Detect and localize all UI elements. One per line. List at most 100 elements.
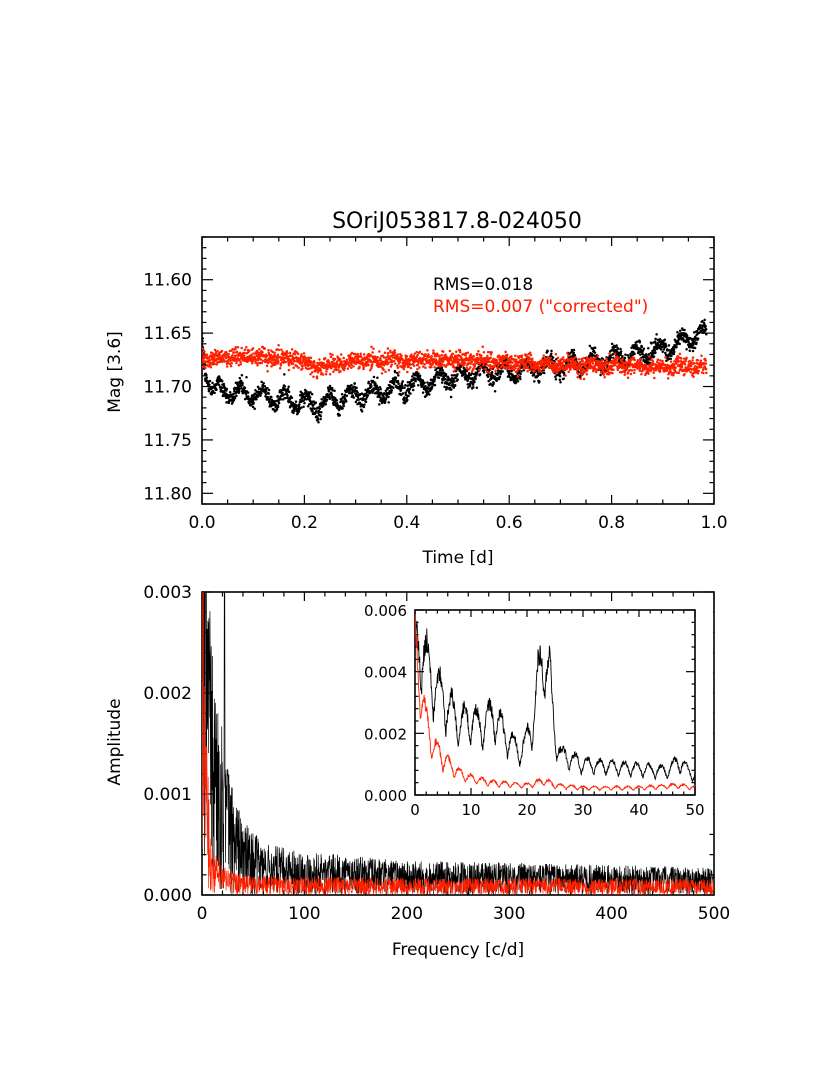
- lightcurve-point-raw: [375, 384, 379, 387]
- lightcurve-point-corrected: [313, 361, 316, 364]
- lightcurve-point-raw: [331, 389, 334, 392]
- lightcurve-point-corrected: [328, 372, 332, 376]
- lightcurve-point-corrected: [245, 346, 248, 349]
- periodogram-xtick-label: 400: [595, 904, 627, 924]
- lightcurve-point-corrected: [621, 357, 624, 361]
- periodogram-xtick-label: 200: [391, 904, 423, 924]
- lightcurve-point-corrected: [231, 347, 234, 351]
- lightcurve-point-corrected: [518, 364, 522, 368]
- lightcurve-point-corrected: [602, 367, 605, 371]
- lightcurve-point-raw: [275, 407, 279, 411]
- inset-ytick-label: 0.002: [364, 725, 407, 743]
- lightcurve-point-corrected: [424, 353, 427, 356]
- lightcurve-point-raw: [683, 328, 686, 332]
- lightcurve-point-raw: [662, 348, 666, 351]
- lightcurve-point-corrected: [209, 366, 213, 369]
- lightcurve-point-corrected: [486, 370, 489, 373]
- lightcurve-point-raw: [333, 389, 336, 393]
- periodogram-xtick-label: 0: [197, 904, 208, 924]
- lightcurve-point-raw: [513, 379, 517, 382]
- lightcurve-point-raw: [251, 399, 255, 402]
- lightcurve-point-corrected: [393, 349, 396, 352]
- lightcurve-point-raw: [270, 398, 274, 402]
- lightcurve-point-raw: [672, 350, 676, 353]
- lightcurve-point-corrected: [616, 368, 620, 372]
- lightcurve-point-corrected: [523, 358, 526, 361]
- lightcurve-point-raw: [267, 392, 270, 395]
- lightcurve-point-raw: [357, 398, 361, 401]
- lightcurve-point-corrected: [448, 349, 452, 353]
- lightcurve-point-corrected: [350, 351, 354, 355]
- lightcurve-point-corrected: [428, 355, 431, 358]
- lightcurve-point-raw: [662, 341, 665, 345]
- lightcurve-point-raw: [262, 382, 265, 385]
- lightcurve-point-corrected: [446, 356, 449, 360]
- lightcurve-point-raw: [683, 334, 687, 338]
- lightcurve-point-raw: [694, 335, 697, 339]
- lightcurve-point-raw: [297, 403, 301, 407]
- lightcurve-point-corrected: [229, 364, 233, 368]
- lightcurve-point-raw: [292, 409, 296, 413]
- lightcurve-point-corrected: [440, 353, 443, 357]
- lightcurve-point-raw: [640, 345, 644, 349]
- lightcurve-point-corrected: [640, 373, 643, 376]
- lightcurve-point-corrected: [579, 377, 582, 380]
- lightcurve-point-corrected: [460, 357, 464, 360]
- lightcurve-point-raw: [392, 380, 396, 384]
- lightcurve-point-raw: [392, 386, 395, 390]
- lightcurve-point-corrected: [273, 351, 276, 355]
- lightcurve-point-raw: [205, 376, 209, 379]
- lightcurve-point-corrected: [656, 358, 660, 361]
- lightcurve-point-corrected: [243, 351, 246, 355]
- lightcurve-point-raw: [644, 353, 648, 356]
- lightcurve-point-raw: [439, 371, 443, 374]
- lightcurve-point-corrected: [418, 350, 422, 354]
- lightcurve-point-corrected: [507, 362, 511, 365]
- lightcurve-point-raw: [331, 387, 334, 390]
- lightcurve-point-raw: [433, 375, 437, 379]
- lightcurve-point-corrected: [434, 358, 438, 361]
- lightcurve-point-corrected: [648, 355, 651, 358]
- lightcurve-point-corrected: [652, 371, 655, 375]
- lightcurve-point-raw: [421, 391, 425, 394]
- lightcurve-point-raw: [356, 391, 359, 394]
- lightcurve-point-corrected: [567, 370, 570, 374]
- lightcurve-point-corrected: [600, 359, 604, 362]
- lightcurve-point-raw: [345, 400, 348, 403]
- lightcurve-point-raw: [316, 418, 320, 421]
- lightcurve-point-raw: [491, 384, 494, 387]
- lightcurve-point-corrected: [503, 365, 507, 369]
- lightcurve-point-corrected: [514, 354, 517, 358]
- lightcurve-point-raw: [295, 404, 298, 408]
- lightcurve-point-raw: [701, 319, 704, 323]
- lightcurve-point-raw: [243, 397, 247, 401]
- lightcurve-point-corrected: [440, 362, 444, 366]
- lightcurve-point-corrected: [669, 360, 673, 363]
- lightcurve-point-corrected: [328, 361, 331, 364]
- lightcurve-point-raw: [599, 373, 602, 377]
- lightcurve-point-raw: [477, 365, 480, 368]
- lightcurve-point-raw: [400, 393, 403, 397]
- lightcurve-point-corrected: [669, 368, 672, 372]
- lightcurve-point-corrected: [515, 369, 519, 373]
- lightcurve-point-corrected: [629, 372, 633, 376]
- lightcurve-point-corrected: [647, 372, 650, 375]
- lightcurve-point-raw: [238, 387, 241, 390]
- lightcurve-point-corrected: [689, 364, 693, 368]
- lightcurve-point-raw: [376, 386, 380, 389]
- lightcurve-point-corrected: [366, 361, 369, 365]
- lightcurve-point-corrected: [236, 359, 239, 362]
- lightcurve-point-raw: [213, 391, 216, 395]
- lightcurve-point-corrected: [239, 360, 242, 364]
- lightcurve-point-raw: [573, 354, 577, 357]
- lightcurve-point-raw: [228, 390, 232, 394]
- lightcurve-point-corrected: [549, 356, 552, 360]
- lightcurve-point-raw: [387, 395, 390, 399]
- lightcurve-point-raw: [330, 392, 333, 396]
- lightcurve-point-corrected: [240, 346, 243, 350]
- lightcurve-point-corrected: [406, 370, 409, 374]
- lightcurve-xtick-label: 0.2: [291, 513, 318, 533]
- lightcurve-xtick-label: 0.0: [188, 513, 215, 533]
- lightcurve-point-corrected: [692, 362, 696, 365]
- lightcurve-point-corrected: [394, 362, 397, 365]
